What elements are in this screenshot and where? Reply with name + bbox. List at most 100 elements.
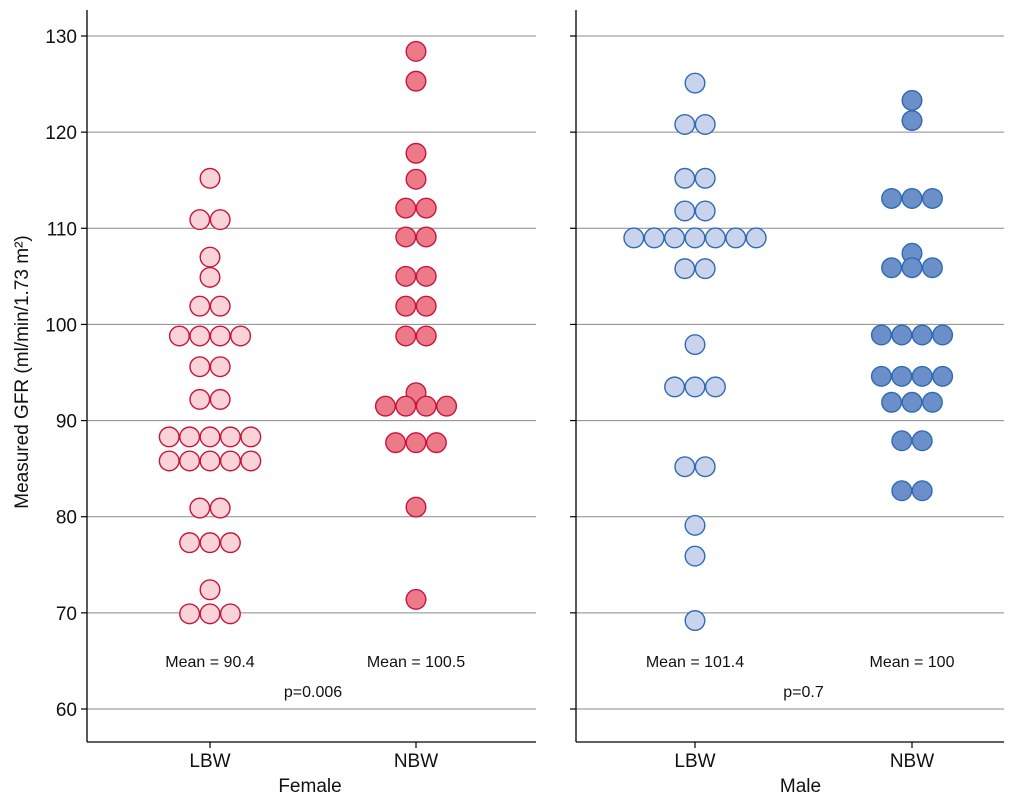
data-point [425,432,447,454]
data-point [415,295,437,317]
y-tick-label: 60 [56,700,77,721]
data-point [189,356,211,378]
data-point [168,325,190,347]
data-point [921,187,943,209]
data-point [199,603,221,625]
data-point [374,395,396,417]
data-point [219,603,241,625]
data-point [704,376,726,398]
data-point [395,295,417,317]
data-point [179,532,201,554]
p-value-label: p=0.7 [783,684,824,701]
data-point [745,227,767,249]
data-point [684,72,706,94]
y-tick-label: 100 [45,315,77,336]
data-point [415,197,437,219]
data-point [209,497,231,519]
data-point [219,450,241,472]
data-point [694,113,716,135]
data-point [179,426,201,448]
data-point [405,588,427,610]
data-point [901,187,923,209]
data-point [395,226,417,248]
data-point [921,257,943,279]
data-point [230,325,252,347]
data-point [199,450,221,472]
data-point [911,430,933,452]
data-point [179,603,201,625]
data-point [199,532,221,554]
y-tick-label: 130 [45,27,77,48]
data-point [209,295,231,317]
data-point [901,257,923,279]
data-point [881,391,903,413]
data-point [395,265,417,287]
data-point [643,227,665,249]
data-point [199,167,221,189]
data-point [209,325,231,347]
data-point [664,227,686,249]
grid-lines [87,35,1004,710]
mean-label: Mean = 101.4 [646,654,744,671]
data-point [395,325,417,347]
data-point [415,226,437,248]
data-point [395,395,417,417]
data-point [911,365,933,387]
data-point [674,456,696,478]
data-point [395,197,417,219]
data-point [674,113,696,135]
data-point [405,168,427,190]
data-point [158,450,180,472]
x-tick-label: LBW [674,751,715,772]
data-point [684,610,706,632]
data-point [911,324,933,346]
data-point [932,324,954,346]
data-point [881,187,903,209]
data-point [704,227,726,249]
y-axis-label: Measured GFR (ml/min/1.73 m²) [12,235,33,508]
data-point [674,258,696,280]
mean-label: Mean = 100.5 [367,654,465,671]
data-point [189,295,211,317]
data-point [199,266,221,288]
data-point [921,391,943,413]
data-point [623,227,645,249]
data-point [199,579,221,601]
data-point [901,89,923,111]
data-point [179,450,201,472]
mean-label: Mean = 100 [870,654,955,671]
data-point [189,209,211,231]
data-point [415,395,437,417]
data-point [189,325,211,347]
data-point [158,426,180,448]
data-point [725,227,747,249]
data-point [240,450,262,472]
data-point [870,365,892,387]
data-point [694,456,716,478]
data-point [405,40,427,62]
data-point [219,532,241,554]
y-tick-label: 70 [56,604,77,625]
data-point [415,325,437,347]
data-point [415,265,437,287]
data-point [199,246,221,268]
data-point [901,110,923,132]
data-point [694,167,716,189]
data-point [240,426,262,448]
x-tick-label: NBW [890,751,934,772]
data-point [891,365,913,387]
data-point [684,545,706,567]
data-point [674,167,696,189]
data-point [932,365,954,387]
x-tick-label: NBW [394,751,438,772]
p-value-label: p=0.006 [284,684,342,701]
data-point [189,497,211,519]
mean-label: Mean = 90.4 [165,654,255,671]
data-point [405,70,427,92]
data-point [870,324,892,346]
panel-label: Female [278,776,341,797]
y-tick-label: 110 [47,219,77,240]
data-point [209,388,231,410]
data-point [436,395,458,417]
